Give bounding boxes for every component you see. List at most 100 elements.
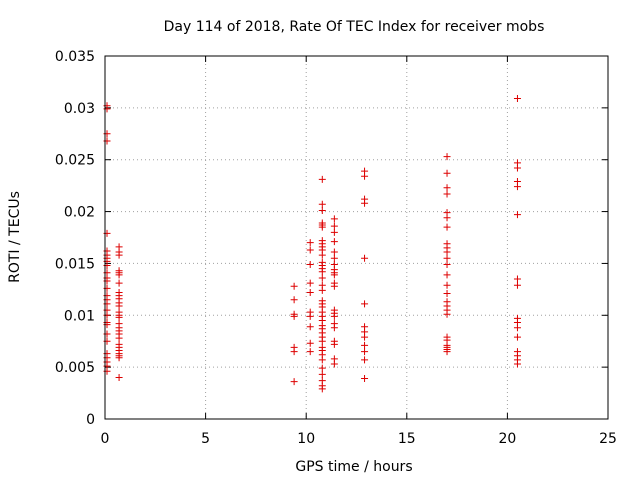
data-point: [513, 275, 521, 283]
data-point: [115, 313, 123, 321]
data-point: [443, 184, 451, 192]
data-point: [361, 348, 369, 356]
data-point: [318, 175, 326, 183]
data-point: [318, 364, 326, 372]
data-point: [330, 360, 338, 368]
data-point: [443, 254, 451, 262]
data-point: [115, 374, 123, 382]
chart-title: Day 114 of 2018, Rate Of TEC Index for r…: [164, 19, 545, 35]
data-point: [115, 271, 123, 279]
data-point: [330, 324, 338, 332]
data-point: [330, 340, 338, 348]
tick-labels: 0 5 10 15 20 25 0 0.005 0.01 0.015 0.02 0.025 0.03 0.…: [55, 49, 617, 447]
x-tick-label: 10: [297, 431, 315, 447]
x-axis-label: GPS time / hours: [295, 459, 412, 475]
data-point: [513, 164, 521, 172]
data-point: [361, 333, 369, 341]
data-point: [290, 312, 298, 320]
data-point: [115, 334, 123, 342]
plot-frame: [104, 55, 609, 420]
data-point: [290, 282, 298, 290]
data-point: [330, 282, 338, 290]
data-point: [290, 378, 298, 386]
data-point: [318, 200, 326, 208]
x-tick-label: 20: [498, 431, 516, 447]
data-point: [318, 337, 326, 345]
data-point: [290, 348, 298, 356]
data-point: [513, 281, 521, 289]
data-point: [330, 312, 338, 320]
y-tick-label: 0.005: [55, 360, 95, 376]
data-point: [115, 279, 123, 287]
data-point: [443, 281, 451, 289]
data-point: [330, 215, 338, 223]
data-point: [443, 271, 451, 279]
data-point: [306, 288, 314, 296]
y-tick-label: 0.025: [55, 153, 95, 169]
grid-lines: [105, 56, 608, 419]
data-point: [443, 190, 451, 198]
data-point: [361, 300, 369, 308]
data-point: [513, 324, 521, 332]
data-point: [306, 246, 314, 254]
data-point: [306, 348, 314, 356]
data-point: [330, 222, 338, 230]
data-point: [443, 214, 451, 222]
data-point: [306, 260, 314, 268]
data-point: [443, 169, 451, 177]
data-point: [330, 228, 338, 236]
data-point: [443, 260, 451, 268]
data-point: [330, 248, 338, 256]
y-tick-label: 0.03: [64, 101, 95, 117]
data-point: [361, 356, 369, 364]
data-point: [115, 354, 123, 362]
data-point: [306, 312, 314, 320]
data-point: [115, 302, 123, 310]
data-point: [513, 360, 521, 368]
data-point: [306, 279, 314, 287]
data-points: [103, 95, 521, 393]
data-point: [513, 183, 521, 191]
data-point: [318, 223, 326, 231]
data-point: [115, 251, 123, 259]
x-tick-label: 15: [398, 431, 416, 447]
data-point: [306, 339, 314, 347]
x-tick-label: 0: [101, 431, 110, 447]
data-point: [443, 223, 451, 231]
data-point: [443, 348, 451, 356]
data-point: [290, 296, 298, 304]
data-point: [361, 254, 369, 262]
data-point: [318, 370, 326, 378]
data-point: [330, 238, 338, 246]
data-point: [318, 207, 326, 215]
data-point: [361, 172, 369, 180]
data-point: [443, 248, 451, 256]
data-point: [361, 341, 369, 349]
x-tick-label: 5: [201, 431, 210, 447]
data-point: [330, 271, 338, 279]
data-point: [318, 286, 326, 294]
data-point: [513, 333, 521, 341]
y-tick-label: 0.015: [55, 256, 95, 272]
y-tick-label: 0.035: [55, 49, 95, 65]
y-tick-label: 0.01: [64, 308, 95, 324]
y-axis-label: ROTI / TECUs: [7, 191, 23, 283]
data-point: [318, 268, 326, 276]
data-point: [443, 153, 451, 161]
data-point: [318, 385, 326, 393]
data-point: [443, 290, 451, 298]
data-point: [513, 211, 521, 219]
data-point: [318, 356, 326, 364]
y-tick-label: 0.02: [64, 205, 95, 221]
y-tick-label: 0: [86, 412, 95, 428]
data-point: [361, 199, 369, 207]
data-point: [330, 254, 338, 262]
data-point: [318, 274, 326, 282]
data-point: [306, 239, 314, 247]
data-point: [306, 323, 314, 331]
data-point: [513, 95, 521, 103]
x-tick-label: 25: [599, 431, 617, 447]
data-point: [361, 375, 369, 383]
